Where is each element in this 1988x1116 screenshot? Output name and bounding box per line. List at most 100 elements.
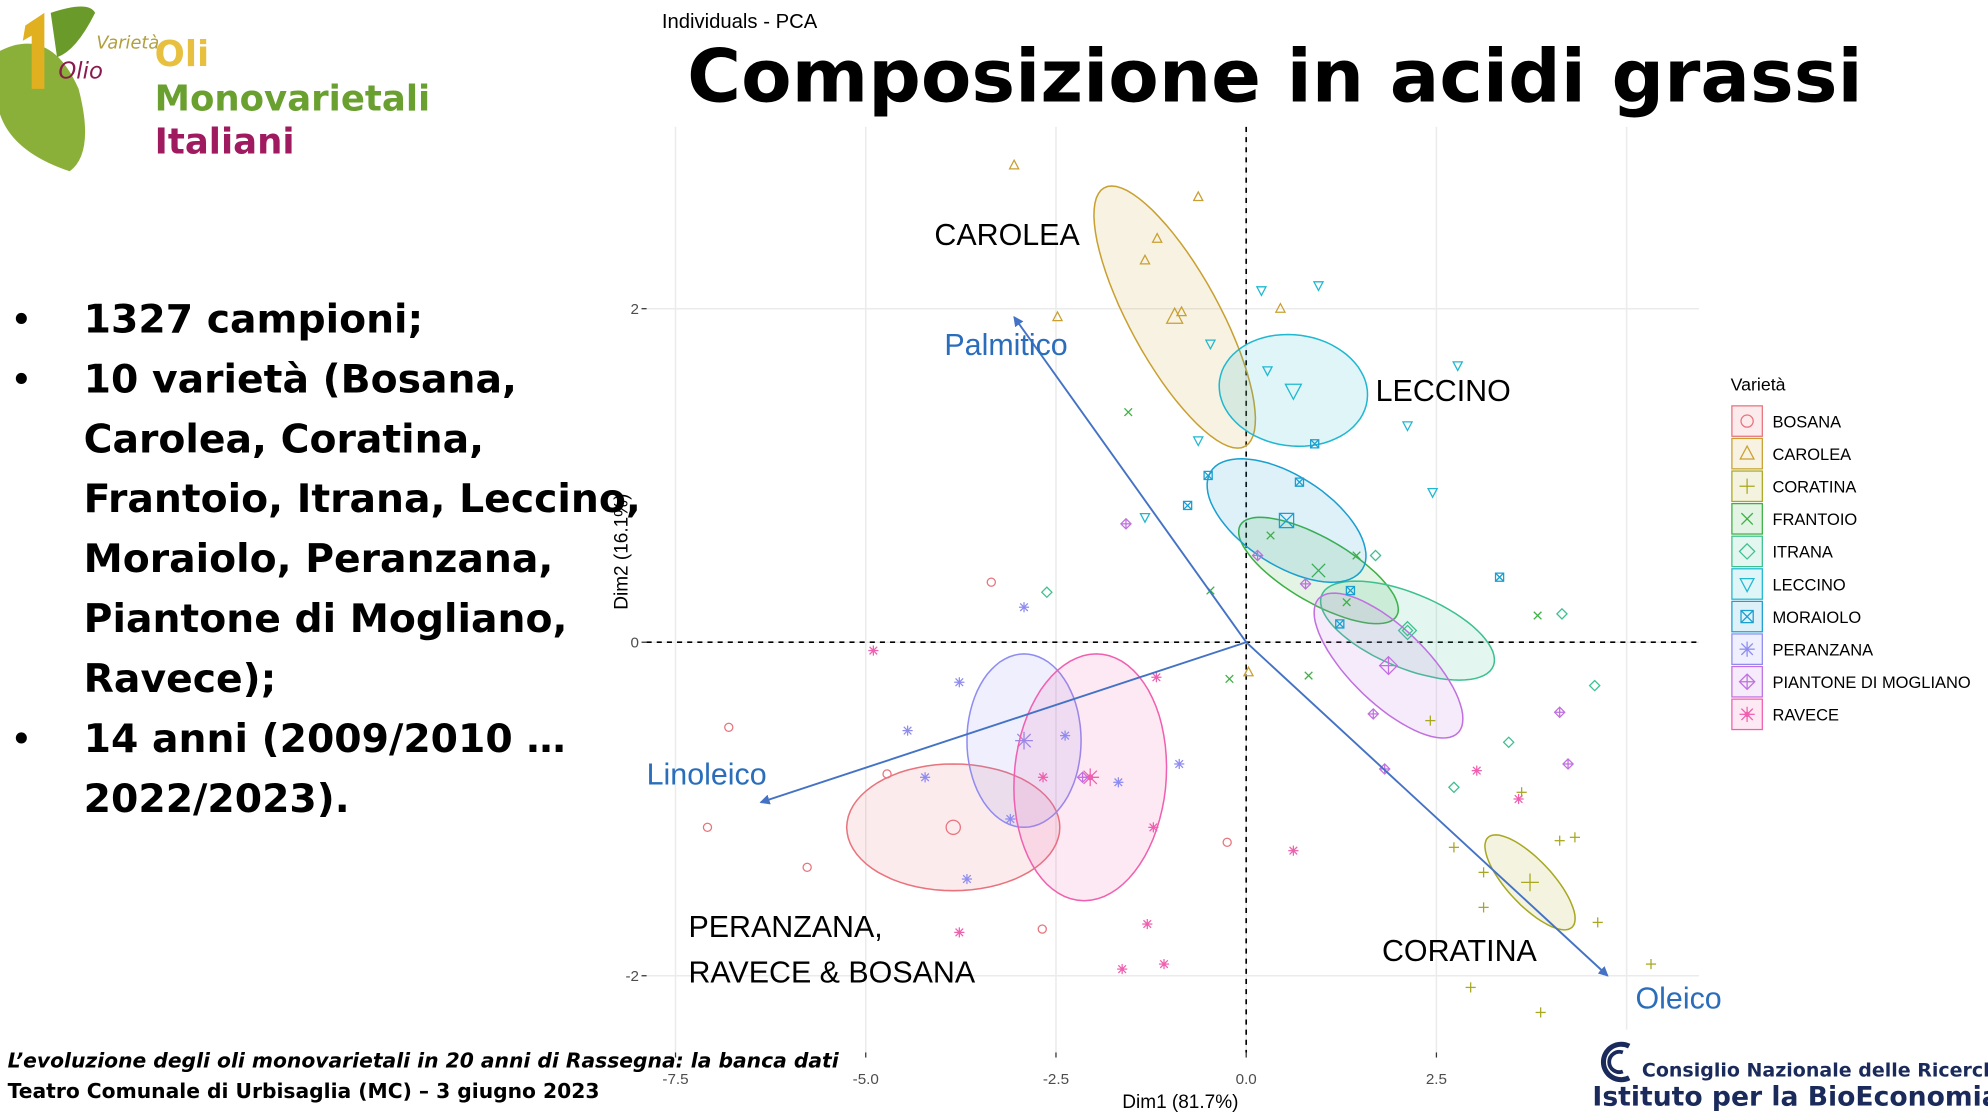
point-part xyxy=(1740,610,1754,623)
point xyxy=(1182,500,1193,511)
x-axis-label: Dim1 (81.7%) xyxy=(1122,1092,1238,1113)
slide-title: Composizione in acidi grassi xyxy=(687,35,1863,120)
point-part xyxy=(1533,611,1542,620)
legend-label: CORATINA xyxy=(1772,479,1856,497)
point xyxy=(1471,765,1482,776)
bullet-text: Frantoio, Itrana, Leccino, xyxy=(84,477,641,522)
confidence-ellipse xyxy=(1218,333,1369,448)
point-part xyxy=(1139,253,1151,265)
bullet-text: Moraiolo, Peranzana, xyxy=(84,537,554,582)
point xyxy=(1142,918,1153,930)
logo-text: Italiani xyxy=(155,122,295,163)
y-tick-label: 2 xyxy=(631,301,639,318)
point-part xyxy=(903,726,912,735)
point-part xyxy=(957,930,962,935)
legend-marker xyxy=(1740,414,1754,428)
point-part xyxy=(1397,620,1418,641)
point xyxy=(1158,959,1170,970)
point xyxy=(1555,607,1568,620)
bullet-text: 14 anni (2009/2010 … xyxy=(84,717,566,762)
legend-title: Varietà xyxy=(1731,375,1786,395)
point-part xyxy=(1203,470,1213,481)
annotation: LECCINO xyxy=(1376,374,1511,408)
confidence-ellipse xyxy=(845,763,1061,892)
point-part xyxy=(1242,665,1255,677)
legend-marker xyxy=(1739,706,1755,722)
vector-label: Linoleico xyxy=(647,758,767,792)
point-part xyxy=(1452,361,1464,372)
point-part xyxy=(1041,775,1045,780)
point-part xyxy=(1312,281,1325,292)
point xyxy=(1018,602,1030,613)
point-part xyxy=(1175,305,1188,317)
point xyxy=(1447,781,1460,794)
point-part xyxy=(1739,578,1756,593)
point xyxy=(1192,190,1204,202)
vector-label: Oleico xyxy=(1636,982,1722,1016)
bullet-text: 10 varietà (Bosana, xyxy=(84,357,517,402)
point xyxy=(1465,982,1476,993)
point-part xyxy=(1192,436,1204,447)
point-part xyxy=(920,773,930,782)
point xyxy=(1081,768,1100,787)
bullet-text: Piantone di Mogliano, xyxy=(84,597,568,642)
point xyxy=(1312,281,1325,292)
point xyxy=(1203,470,1213,481)
annotation: CAROLEA xyxy=(934,218,1080,252)
point xyxy=(1076,771,1089,784)
point xyxy=(1645,959,1657,970)
legend-key xyxy=(1731,405,1763,437)
point-part xyxy=(1345,585,1356,596)
point-part xyxy=(1151,825,1156,830)
point-part xyxy=(1555,607,1568,620)
point-part xyxy=(1183,501,1192,510)
point xyxy=(1452,361,1464,372)
point-part xyxy=(1087,774,1094,781)
x-tick-label: -2.5 xyxy=(1043,1071,1069,1088)
bullet-dot: • xyxy=(10,357,32,401)
point-part xyxy=(1222,837,1232,848)
point xyxy=(1015,731,1033,750)
point-part xyxy=(1060,731,1070,740)
point xyxy=(1120,517,1132,530)
point xyxy=(1242,665,1255,677)
point-part xyxy=(1019,602,1029,612)
point-part xyxy=(1494,572,1505,582)
point-part xyxy=(1139,512,1151,524)
point-part xyxy=(962,874,972,884)
x-tick-label: 2.5 xyxy=(1426,1071,1447,1088)
point xyxy=(1299,577,1312,590)
point xyxy=(1478,867,1489,878)
point xyxy=(1494,572,1505,582)
point-part xyxy=(1151,232,1163,243)
point xyxy=(1592,917,1603,928)
point xyxy=(902,725,913,736)
point xyxy=(1278,512,1295,529)
point xyxy=(802,862,812,873)
institution-name: Consiglio Nazionale delle Ricerche xyxy=(1642,1060,1988,1082)
point xyxy=(1192,436,1204,447)
logo-mark xyxy=(1601,1041,1631,1083)
point-part xyxy=(1447,781,1460,794)
point xyxy=(1304,671,1313,680)
footer-text: Teatro Comunale di Urbisaglia (MC) – 3 g… xyxy=(8,1079,600,1103)
legend-key xyxy=(1731,568,1763,600)
legend-marker xyxy=(1738,673,1756,691)
point-part xyxy=(1739,444,1756,460)
bullet-text: 2022/2023). xyxy=(84,777,350,822)
point xyxy=(1288,845,1299,856)
point xyxy=(1255,286,1268,297)
point-part xyxy=(945,819,961,836)
institution-logo: Consiglio Nazionale delle Ricerche Istit… xyxy=(1582,1029,1988,1116)
point-part xyxy=(1174,759,1184,769)
point-part xyxy=(802,862,812,873)
point xyxy=(1345,585,1356,596)
point xyxy=(1562,757,1575,770)
point xyxy=(1294,477,1305,487)
point-part xyxy=(882,769,892,779)
x-tick-label: 0.0 xyxy=(1236,1071,1257,1088)
legend-label: RAVECE xyxy=(1772,707,1839,725)
point-part xyxy=(1203,471,1213,480)
point-part xyxy=(1006,814,1015,824)
